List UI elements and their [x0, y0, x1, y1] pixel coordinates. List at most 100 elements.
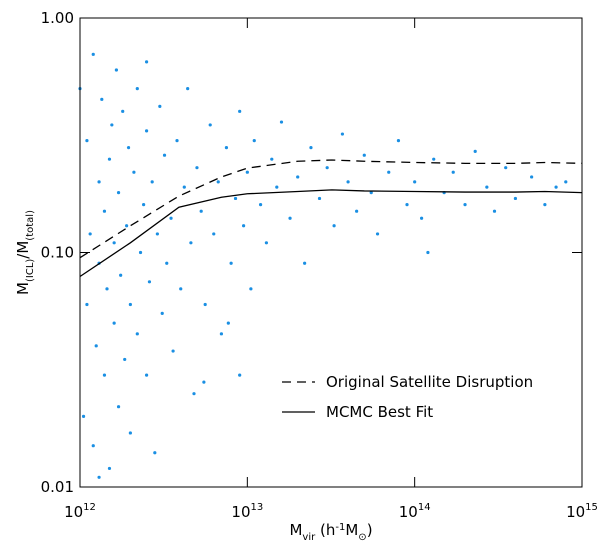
data-point	[270, 157, 274, 161]
data-point	[81, 414, 86, 419]
data-point	[150, 180, 154, 184]
x-tick-base: 10	[231, 503, 250, 521]
data-point	[171, 349, 175, 353]
data-point	[169, 216, 173, 220]
data-point	[554, 185, 558, 189]
data-point	[229, 261, 233, 265]
data-point	[340, 132, 345, 136]
data-point	[233, 196, 238, 201]
data-point	[147, 280, 152, 284]
data-point	[199, 209, 203, 213]
data-point	[135, 332, 139, 336]
x-tick-base: 10	[399, 503, 418, 521]
data-point	[317, 196, 322, 201]
data-point	[513, 196, 518, 201]
x-axis-label: Mvir (h-1M⊙)	[289, 521, 372, 543]
x-tick-label: 1013	[231, 502, 263, 521]
x-tick-label: 1014	[399, 502, 431, 521]
x-tick-exponent: 15	[585, 502, 598, 513]
x-axis-label-part: vir	[302, 532, 316, 543]
series-line	[79, 189, 583, 278]
data-point	[362, 153, 366, 157]
data-point	[128, 431, 132, 435]
data-point	[116, 405, 121, 409]
data-point	[179, 287, 183, 291]
data-point	[413, 180, 417, 184]
series-line	[79, 159, 583, 259]
data-point	[105, 287, 109, 291]
data-point	[245, 170, 249, 174]
data-point	[132, 170, 136, 174]
data-point	[405, 203, 409, 207]
data-point	[242, 224, 246, 228]
data-point	[100, 97, 104, 101]
data-point	[119, 273, 123, 277]
x-axis-label-part: M	[289, 521, 302, 539]
data-point	[473, 149, 477, 153]
data-point	[112, 321, 116, 325]
data-point	[426, 250, 430, 255]
data-point	[543, 203, 547, 207]
data-point	[296, 175, 300, 179]
data-point	[158, 104, 162, 108]
data-point	[110, 123, 114, 127]
data-point	[153, 451, 157, 455]
y-axis-label-part: (total)	[25, 210, 36, 241]
data-point	[123, 357, 127, 362]
data-point	[288, 216, 292, 220]
data-point	[258, 203, 263, 207]
data-point	[485, 185, 489, 189]
data-point	[102, 373, 107, 377]
data-point	[160, 311, 164, 315]
data-point	[186, 86, 190, 91]
data-point	[144, 373, 149, 377]
data-point	[128, 302, 132, 307]
data-point	[144, 60, 149, 64]
data-point	[91, 52, 95, 56]
data-point	[94, 344, 98, 348]
data-point	[432, 157, 436, 161]
data-point	[85, 139, 89, 143]
data-point	[107, 157, 112, 161]
x-axis-label-part: ⊙	[358, 532, 366, 543]
data-point	[216, 180, 220, 184]
data-point	[396, 139, 401, 143]
y-axis-label-part: M	[14, 282, 32, 295]
data-point	[114, 68, 118, 72]
data-point	[504, 166, 508, 170]
x-tick-label: 1015	[566, 502, 598, 521]
y-tick-label: 0.10	[41, 244, 74, 262]
data-point	[212, 232, 216, 236]
data-point	[202, 380, 206, 384]
data-point	[224, 146, 229, 150]
data-point	[208, 123, 212, 127]
data-point	[85, 302, 89, 307]
data-point	[189, 241, 193, 245]
data-point	[226, 321, 230, 325]
x-tick-label: 1012	[64, 502, 96, 521]
data-point	[116, 191, 121, 195]
x-tick-exponent: 13	[251, 502, 264, 513]
data-point	[102, 209, 107, 213]
legend-label: MCMC Best Fit	[326, 403, 433, 421]
x-tick-base: 10	[64, 503, 83, 521]
y-tick-label: 1.00	[41, 9, 74, 27]
data-point	[275, 185, 279, 189]
x-tick-exponent: 12	[83, 502, 96, 513]
data-point	[155, 232, 159, 236]
y-tick-label: 0.01	[41, 478, 74, 496]
y-axis-label: M(ICL)/M(total)	[14, 210, 36, 295]
data-point	[369, 191, 373, 195]
data-point	[107, 466, 112, 471]
data-point	[203, 302, 207, 307]
data-point	[126, 146, 131, 150]
data-point	[88, 232, 92, 236]
data-point	[219, 332, 224, 336]
y-axis-label-part: /M	[14, 241, 32, 259]
data-point	[135, 86, 139, 91]
data-point	[355, 209, 359, 213]
data-point	[279, 120, 284, 124]
data-point	[252, 139, 256, 143]
